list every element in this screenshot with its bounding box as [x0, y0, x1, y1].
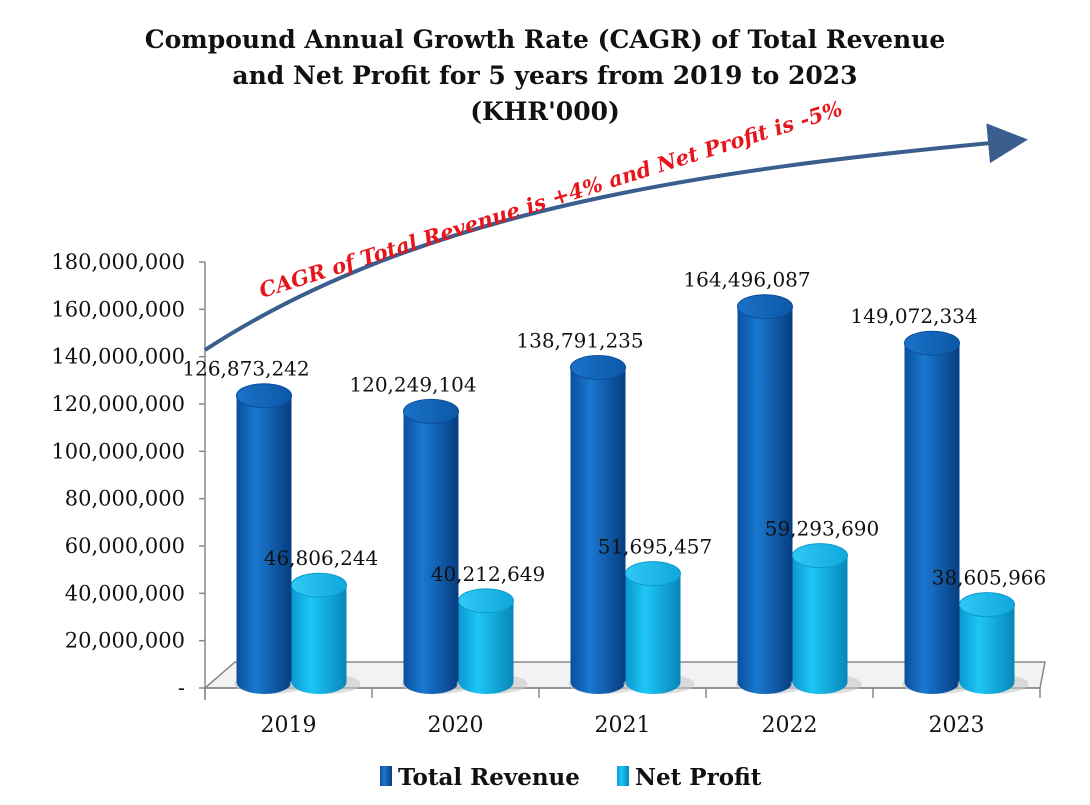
total-revenue-bar	[737, 306, 793, 694]
y-tick-label: 180,000,000	[51, 250, 185, 274]
total-revenue-data-label: 138,791,235	[516, 329, 643, 353]
total-revenue-data-label: 120,249,104	[349, 372, 476, 396]
total-revenue-bar-top	[570, 355, 626, 381]
y-tick-label: 160,000,000	[51, 297, 185, 321]
total-revenue-data-label: 164,496,087	[683, 268, 810, 292]
net-profit-bar-top	[792, 543, 848, 569]
x-tick-label: 2021	[595, 713, 651, 738]
legend-label-net-profit: Net Profit	[635, 764, 762, 791]
y-tick-label: -	[178, 676, 185, 700]
total-revenue-bar	[904, 343, 960, 694]
net-profit-data-label: 40,212,649	[431, 562, 546, 586]
chart-title-line-1: Compound Annual Growth Rate (CAGR) of To…	[144, 25, 946, 54]
total-revenue-bar-top	[737, 294, 793, 320]
net-profit-bar	[291, 585, 347, 694]
y-tick-label: 140,000,000	[51, 345, 185, 369]
legend-label-total-revenue: Total Revenue	[398, 764, 580, 791]
net-profit-bar-top	[959, 592, 1015, 618]
legend: Total Revenue Net Profit	[380, 764, 762, 791]
net-profit-data-label: 59,293,690	[765, 517, 880, 541]
net-profit-bar-top	[458, 588, 514, 614]
total-revenue-bar-top	[403, 398, 459, 424]
x-tick-label: 2022	[762, 713, 818, 738]
net-profit-data-label: 38,605,966	[932, 566, 1047, 590]
legend-swatch-total-revenue	[380, 766, 392, 786]
net-profit-bar-top	[625, 561, 681, 587]
net-profit-bar-top	[291, 572, 347, 598]
growth-arrow	[203, 123, 1028, 352]
y-tick-label: 60,000,000	[65, 534, 185, 558]
net-profit-bar	[625, 573, 681, 694]
y-tick-label: 100,000,000	[51, 439, 185, 463]
y-tick-label: 20,000,000	[65, 629, 185, 653]
net-profit-bar	[792, 555, 848, 694]
y-tick-label: 40,000,000	[65, 581, 185, 605]
chart-title: Compound Annual Growth Rate (CAGR) of To…	[0, 22, 1090, 130]
total-revenue-bar	[236, 395, 292, 694]
total-revenue-data-label: 126,873,242	[182, 357, 309, 381]
net-profit-bar	[458, 600, 514, 694]
x-tick-label: 2023	[929, 713, 985, 738]
total-revenue-bar	[570, 367, 626, 694]
total-revenue-bar	[403, 411, 459, 694]
y-tick-label: 80,000,000	[65, 487, 185, 511]
chart-title-line-3: (KHR'000)	[470, 97, 620, 126]
legend-swatch-net-profit	[617, 766, 629, 786]
total-revenue-bar-top	[236, 383, 292, 409]
bars: 126,873,242 46,806,244 120,249,104 40,212,6…	[182, 268, 1046, 694]
chart-title-line-2: and Net Profit for 5 years from 2019 to …	[232, 61, 858, 90]
net-profit-bar	[959, 604, 1015, 694]
total-revenue-bar-top	[904, 330, 960, 356]
x-tick-label: 2020	[428, 713, 484, 738]
y-axis: - 20,000,000 40,000,000 60,000,000 80,000,00…	[51, 250, 1041, 738]
net-profit-data-label: 51,695,457	[598, 535, 713, 559]
net-profit-data-label: 46,806,244	[264, 546, 379, 570]
x-tick-label: 2019	[261, 713, 317, 738]
total-revenue-data-label: 149,072,334	[850, 304, 977, 328]
y-tick-label: 120,000,000	[51, 392, 185, 416]
